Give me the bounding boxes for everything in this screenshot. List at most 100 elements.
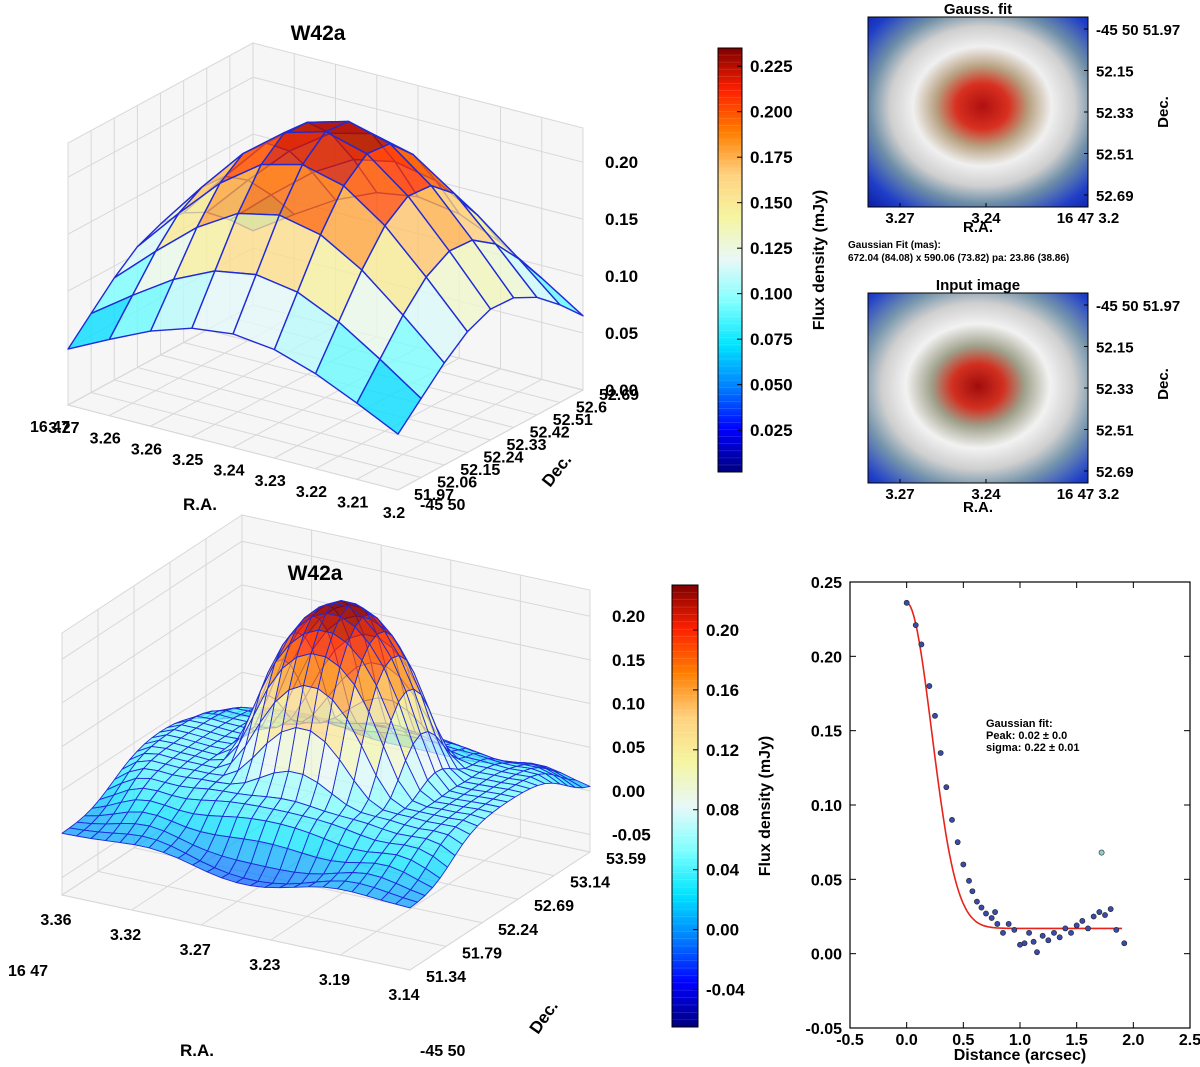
- dec-tick-label: 53.59: [606, 851, 646, 868]
- colorbar-tick-label: 0.16: [706, 681, 739, 700]
- input-image-dec-ticks: -45 50 51.97 52.15 52.33 52.51 52.69: [1084, 298, 1180, 481]
- bottom-surface-dec-prefix: -45 50: [420, 1043, 465, 1060]
- bottom-surface-ylabel: Dec.: [526, 997, 562, 1037]
- profile-point: [903, 599, 910, 606]
- gaussian-fit-caption-line2: 672.04 (84.08) x 590.06 (73.82) pa: 23.8…: [848, 253, 1069, 264]
- dec-tick-label: 51.34: [426, 969, 466, 986]
- grid-line: [409, 851, 591, 971]
- profile-x-tick-label: 2.5: [1179, 1032, 1200, 1049]
- profile-point: [992, 909, 998, 915]
- profile-point: [1034, 949, 1040, 956]
- colorbar-tick-label: 0.075: [750, 330, 793, 349]
- map-ra-tick-label: 3.24: [971, 486, 1001, 503]
- bottom-surface-flux-ticks: -0.05 0.00 0.05 0.10 0.15 0.20: [612, 607, 651, 844]
- input-image-image: [868, 293, 1088, 483]
- bottom-colorbar: 0.20 0.16 0.12 0.08 0.04 0.00 -0.04 Flux densi…: [671, 584, 774, 1028]
- ra-tick-label: 3.27: [48, 420, 79, 437]
- profile-point: [937, 750, 944, 756]
- colorbar-tick-label: 0.150: [750, 194, 793, 213]
- profile-point: [1079, 918, 1086, 924]
- grid-line: [91, 392, 422, 478]
- profile-point: [1121, 940, 1128, 947]
- dec-tick-label: 52.51: [553, 412, 593, 429]
- profile-y-tick-label: 0.10: [811, 798, 842, 815]
- ra-tick-label: 3.36: [40, 912, 71, 929]
- bottom-colorbar-strip: [672, 585, 698, 1027]
- dec-tick-label: 52.6: [576, 400, 607, 417]
- profile-point: [926, 683, 933, 689]
- radial-profile-points: [903, 599, 1128, 956]
- map-ra-tick-label: 3.27: [885, 486, 914, 503]
- profile-x-tick-label: 2.0: [1122, 1032, 1144, 1049]
- profile-point: [954, 839, 961, 846]
- bottom-surface-ra-prefix: 16 47: [8, 963, 48, 980]
- map-dec-tick-label: 52.15: [1096, 64, 1134, 81]
- map-ra-tick-label: 3.24: [971, 210, 1001, 227]
- profile-point: [1062, 925, 1069, 932]
- ra-tick-label: 3.22: [296, 484, 327, 501]
- dec-tick-label: 51.79: [462, 945, 502, 962]
- profile-point: [1045, 937, 1052, 944]
- radial-profile-ticks: -0.5 0.0 0.5 1.0 1.5 2.0 2.5 -0.05 0.00 0.05 0.10 0…: [806, 575, 1200, 1049]
- ra-tick-label: 3.23: [255, 473, 286, 490]
- profile-y-tick-label: 0.05: [811, 872, 842, 889]
- top-surface-ra-ticks: 3.27 3.26 3.26 3.25 3.24 3.23 3.22 3.21 3.2: [48, 420, 405, 522]
- dec-tick-label: 52.42: [530, 425, 570, 442]
- flux-tick-label: 0.10: [612, 695, 645, 714]
- profile-point: [912, 622, 919, 629]
- top-surface-flux-ticks: 0.00 0.05 0.10 0.15 0.20: [605, 153, 638, 400]
- top-surface-dec-prefix: -45 50: [420, 497, 465, 514]
- grid-line: [137, 367, 468, 453]
- profile-point: [966, 877, 972, 884]
- map-dec-tick-label: 52.33: [1096, 381, 1134, 398]
- gaussian-fit-caption-line1: Gaussian Fit (mas):: [848, 240, 941, 251]
- dec-tick-label: 51.97: [414, 487, 454, 504]
- profile-point: [983, 910, 989, 917]
- profile-point: [949, 816, 955, 823]
- dec-tick-label: 52.24: [498, 922, 538, 939]
- map-dec-tick-label: -45 50 51.97: [1096, 22, 1180, 39]
- profile-point: [1096, 909, 1103, 915]
- colorbar-tick-label: 0.050: [750, 376, 793, 395]
- input-image-panel: Input image 3.27 3.24 16 47 3.2 -45 50 51.…: [867, 277, 1180, 516]
- bottom-colorbar-label: Flux density (mJy): [757, 736, 774, 876]
- colorbar-tick-label: 0.200: [750, 103, 793, 122]
- dec-tick-label: 52.69: [534, 898, 574, 915]
- colorbar-tick-label: 0.025: [750, 421, 793, 440]
- grid-line: [97, 870, 447, 947]
- profile-y-tick-label: 0.20: [811, 649, 842, 666]
- ra-tick-label: 3.14: [388, 987, 419, 1004]
- map-dec-tick-label: -45 50 51.97: [1096, 298, 1180, 315]
- profile-point: [1090, 913, 1097, 920]
- colorbar-tick-label: 0.04: [706, 861, 740, 880]
- profile-point: [974, 898, 980, 905]
- map-ra-tick-label: 3.27: [885, 210, 914, 227]
- bottom-colorbar-ticks: 0.20 0.16 0.12 0.08 0.04 0.00 -0.04: [693, 621, 745, 1000]
- map-ra-tick-label: 16 47 3.2: [1057, 210, 1120, 227]
- map-dec-tick-label: 52.51: [1096, 147, 1134, 164]
- profile-point: [1102, 912, 1108, 918]
- map-dec-tick-label: 52.33: [1096, 105, 1134, 122]
- radial-profile-frame: [849, 581, 1191, 1029]
- grid-line: [61, 540, 243, 660]
- ra-tick-label: 3.2: [383, 505, 405, 522]
- ra-tick-label: 3.25: [172, 452, 203, 469]
- bottom-surface-mesh: [61, 600, 591, 909]
- profile-point: [994, 921, 1001, 927]
- map-dec-tick-label: 52.15: [1096, 340, 1134, 357]
- flux-tick-label: 0.00: [605, 381, 638, 400]
- dec-tick-label: 52.69: [599, 387, 639, 404]
- surface-cell: [61, 827, 85, 837]
- profile-point: [1021, 940, 1028, 947]
- top-colorbar-frame: [717, 47, 743, 473]
- grid-line: [241, 540, 591, 617]
- profile-y-tick-label: 0.15: [811, 724, 842, 741]
- colorbar-gradient: [672, 585, 698, 1027]
- surface-cell: [67, 294, 134, 350]
- flux-tick-label: 0.20: [605, 153, 638, 172]
- dec-tick-label: 52.15: [460, 462, 500, 479]
- bottom-surface-plot: W42a 3.36 3.32 3.27 3.23 3.19 3.14 51.34 51.79…: [8, 514, 651, 1060]
- top-colorbar-ticks: 0.225 0.200 0.175 0.150 0.125 0.100 0.075 0.050…: [737, 57, 793, 440]
- ra-tick-label: 3.23: [249, 957, 280, 974]
- radial-profile-annotation-line3: sigma: 0.22 ± 0.01: [986, 742, 1079, 754]
